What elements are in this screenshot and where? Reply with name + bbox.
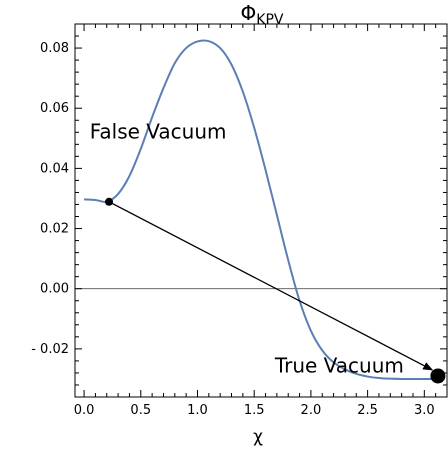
chart-title-sub: KPV xyxy=(256,12,284,28)
true-vacuum-point xyxy=(430,368,446,384)
true-vacuum-label: True Vacuum xyxy=(274,353,404,377)
potential-curve xyxy=(84,39,436,380)
false-vacuum-label: False Vacuum xyxy=(90,119,227,143)
y-tick-label: 0.06 xyxy=(40,101,69,116)
tunneling-arrow xyxy=(108,201,434,371)
x-tick-label: 0.0 xyxy=(74,403,95,418)
plot-area: 0.0 0.5 1.0 1.5 2.0 2.5 3.0 - 0.02 0.00 0.02 0.04 0… xyxy=(31,23,448,418)
y-tick-label: 0.00 xyxy=(40,282,69,297)
plot-frame xyxy=(74,23,448,398)
false-vacuum-point xyxy=(105,197,114,206)
x-tick-label: 2.0 xyxy=(301,403,322,418)
x-tick-label: 3.0 xyxy=(414,403,435,418)
y-tick-label: - 0.02 xyxy=(31,342,69,357)
x-tick-label: 0.5 xyxy=(130,403,151,418)
x-tick-label: 1.5 xyxy=(244,403,265,418)
x-tick-label: 2.5 xyxy=(357,403,378,418)
y-tick-label: 0.08 xyxy=(40,41,69,56)
y-tick-label: 0.04 xyxy=(40,161,69,176)
chart-title-main: Φ xyxy=(241,1,257,25)
x-axis-label: χ xyxy=(253,427,263,447)
y-tick-label: 0.02 xyxy=(40,222,69,237)
x-tick-label: 1.0 xyxy=(187,403,208,418)
